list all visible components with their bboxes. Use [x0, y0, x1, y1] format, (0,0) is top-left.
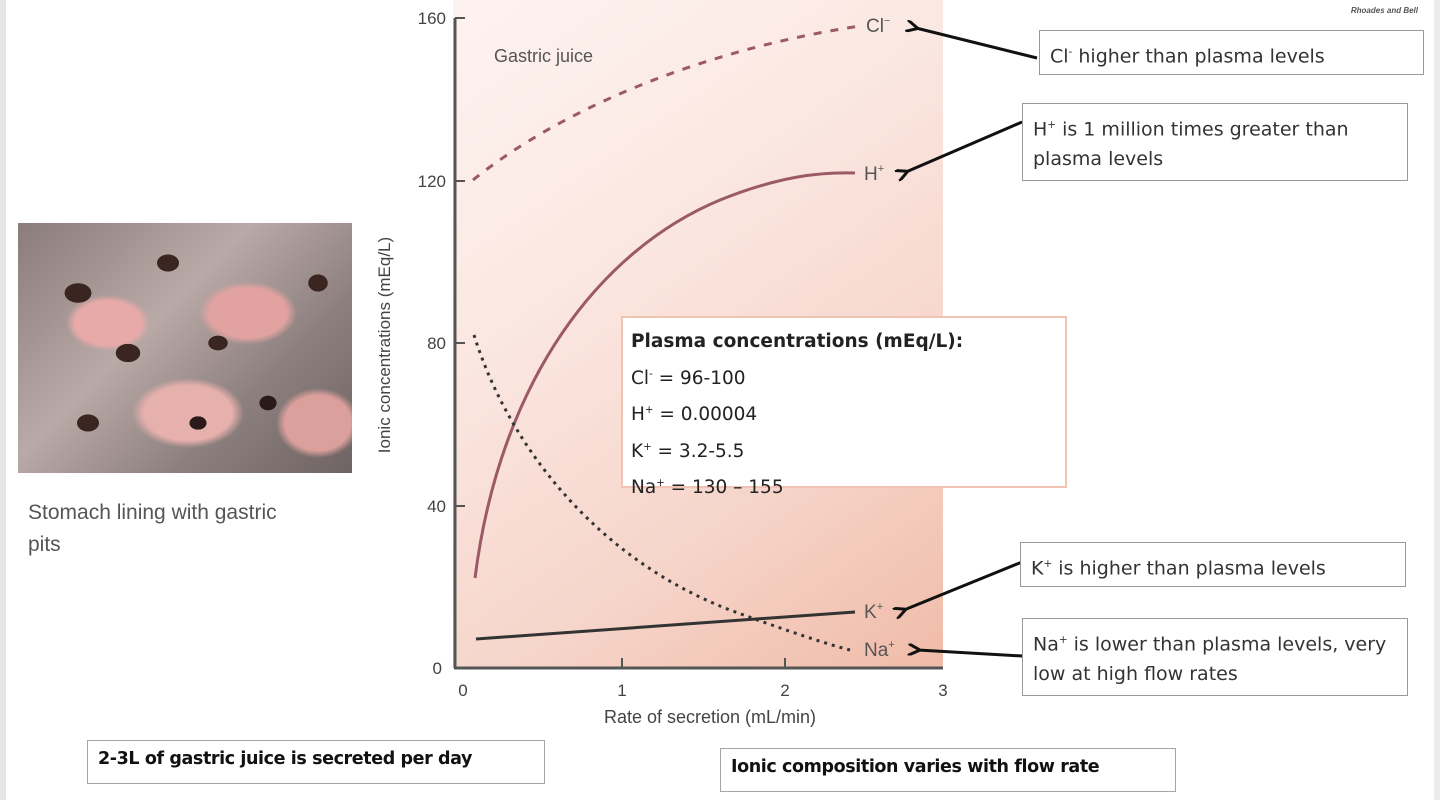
label-cl: Cl−	[866, 16, 890, 37]
arrow-h	[906, 120, 1023, 172]
composition-note: Ionic composition varies with flow rate	[720, 748, 1176, 792]
stomach-lining-image	[18, 223, 352, 473]
arrow-k	[904, 560, 1023, 610]
series-k-line	[475, 610, 856, 641]
photo-caption: Stomach lining with gastric pits	[28, 501, 277, 556]
left-border	[0, 0, 6, 800]
y-tick-40: 40	[427, 497, 446, 516]
y-tick-160: 160	[418, 9, 446, 28]
note-na: Na+ is lower than plasma levels, very lo…	[1022, 618, 1408, 696]
plasma-row-na: Na+ = 130 – 155	[631, 477, 784, 499]
x-tick-2: 2	[780, 681, 789, 700]
series-cl-line	[472, 24, 861, 182]
note-k: K+ is higher than plasma levels	[1020, 542, 1406, 587]
y-axis: 160 120 80 40 0	[418, 9, 465, 678]
label-na: Na+	[864, 639, 895, 661]
plasma-concentrations-box: Plasma concentrations (mEq/L): Cl- = 96-…	[621, 316, 1067, 499]
x-tick-3: 3	[938, 681, 947, 700]
series-h-line	[473, 171, 856, 579]
note-cl: Cl- higher than plasma levels	[1039, 30, 1424, 75]
x-axis: 0 1 2 3	[454, 658, 948, 700]
label-k: K+	[864, 601, 883, 623]
label-h: H+	[864, 163, 884, 185]
source-credit: Rhoades and Bell	[1350, 6, 1418, 15]
plasma-title: Plasma concentrations (mEq/L):	[631, 331, 964, 352]
plasma-row-k: K+ = 3.2-5.5	[631, 440, 745, 462]
series-na-line	[472, 334, 851, 652]
y-tick-0: 0	[433, 659, 442, 678]
note-h: H+ is 1 million times greater than plasm…	[1022, 103, 1408, 181]
x-tick-1: 1	[617, 681, 626, 700]
y-tick-80: 80	[427, 334, 446, 353]
arrow-na	[918, 650, 1023, 658]
x-tick-0: 0	[458, 681, 467, 700]
volume-note: 2-3L of gastric juice is secreted per da…	[87, 740, 545, 784]
plasma-row-h: H+ = 0.00004	[631, 404, 758, 426]
y-axis-label: Ionic concentrations (mEq/L)	[375, 236, 394, 454]
right-border	[1434, 0, 1440, 800]
gastric-juice-label: Gastric juice	[494, 46, 594, 66]
y-tick-120: 120	[418, 172, 446, 191]
arrow-cl	[916, 28, 1038, 60]
plasma-row-cl: Cl- = 96-100	[631, 367, 746, 389]
x-axis-label: Rate of secretion (mL/min)	[603, 707, 817, 727]
